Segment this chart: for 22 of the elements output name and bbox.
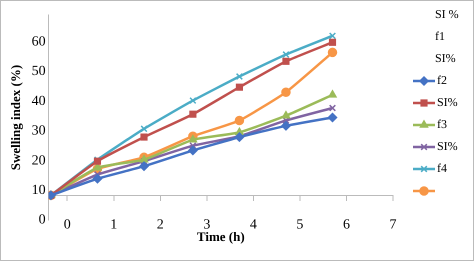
legend-label: SI%	[437, 139, 458, 154]
x-tick-label: 6	[342, 217, 350, 232]
legend-label: SI%	[437, 95, 458, 110]
y-tick-label: 20	[32, 153, 46, 168]
x-tick-label: 7	[390, 217, 396, 232]
x-tick-label: 1	[110, 217, 118, 232]
y-axis-title: Swelling index (%)	[8, 64, 24, 170]
y-tick-label: 40	[32, 94, 46, 109]
legend-label: f3	[437, 117, 447, 132]
legend-label: f4	[437, 161, 447, 176]
text: f1	[435, 29, 445, 44]
text: SI %	[435, 7, 459, 22]
legend-label: f2	[437, 73, 447, 88]
x-tick-label: 0	[64, 217, 71, 232]
x-tick-label: 5	[296, 217, 304, 232]
text: SI%	[435, 51, 456, 66]
y-tick-label: 50	[32, 64, 46, 80]
y-tick-label: 10	[32, 182, 46, 198]
y-tick-label: 60	[32, 34, 46, 50]
x-tick-label: 2	[156, 217, 164, 232]
x-tick-label: 4	[250, 217, 257, 232]
y-tick-label: 30	[32, 124, 46, 139]
